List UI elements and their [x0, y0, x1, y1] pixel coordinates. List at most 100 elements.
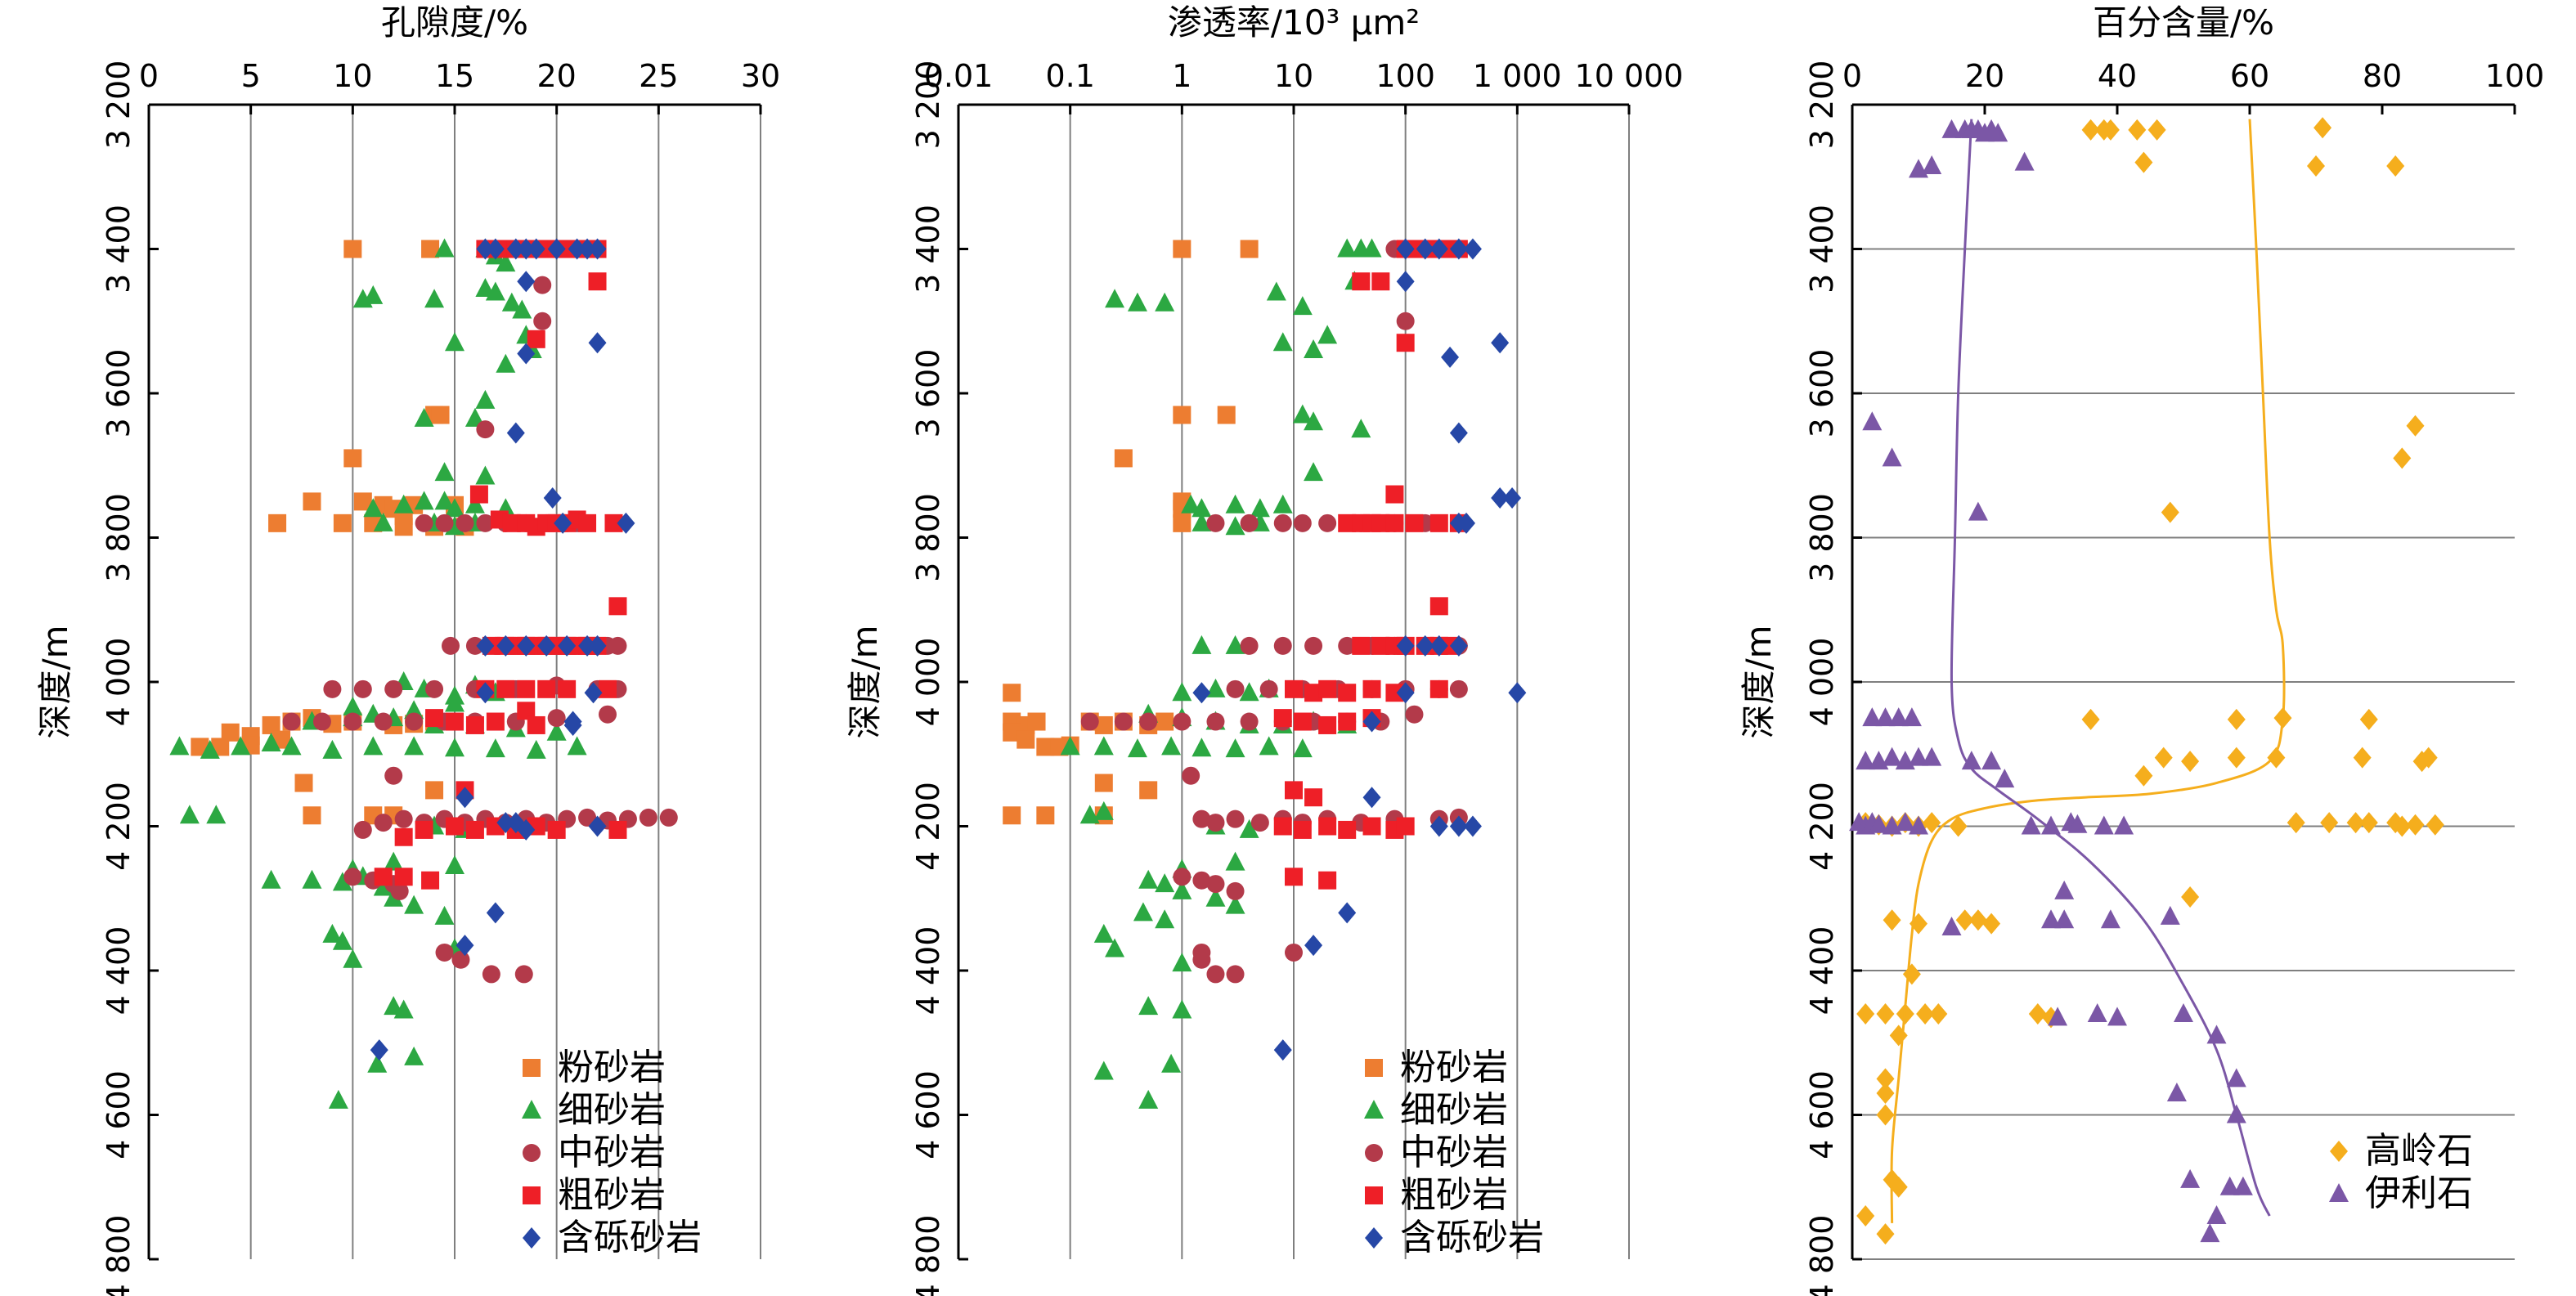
- data-point-medium-sandstone: [456, 513, 474, 532]
- data-point-fine-sandstone: [1127, 292, 1147, 312]
- data-point-pebbly-sandstone: [517, 635, 536, 657]
- data-point-pebbly-sandstone: [1429, 238, 1448, 260]
- y-tick-label: 3 800: [101, 493, 137, 582]
- data-point-fine-sandstone: [445, 693, 464, 712]
- data-point-pebbly-sandstone: [1304, 935, 1323, 957]
- data-point-fine-sandstone: [1250, 498, 1270, 518]
- data-point-illite: [2107, 1007, 2127, 1026]
- data-point-illite: [1981, 751, 2002, 770]
- data-point-siltstone: [1027, 712, 1046, 731]
- data-point-medium-sandstone: [1240, 513, 1259, 532]
- data-point-coarse-sandstone: [446, 712, 464, 731]
- data-point-siltstone: [394, 518, 413, 536]
- data-point-coarse-sandstone: [588, 272, 607, 291]
- data-point-illite: [1875, 707, 1896, 727]
- data-point-fine-sandstone: [1093, 736, 1114, 756]
- data-point-kaolinite: [2393, 815, 2412, 837]
- data-point-fine-sandstone: [1155, 292, 1175, 312]
- data-point-coarse-sandstone: [1304, 788, 1323, 807]
- data-point-kaolinite: [1982, 913, 2001, 935]
- data-point-kaolinite: [1876, 1104, 1895, 1126]
- data-point-kaolinite: [2181, 751, 2200, 773]
- data-point-kaolinite: [1916, 1002, 1935, 1025]
- data-point-fine-sandstone: [1225, 895, 1245, 914]
- legend-label: 粗砂岩: [558, 1174, 666, 1216]
- data-point-illite: [2200, 1223, 2220, 1243]
- data-point-pebbly-sandstone: [456, 787, 474, 809]
- data-point-kaolinite: [2147, 119, 2166, 141]
- data-point-kaolinite: [2386, 155, 2405, 177]
- y-tick-label: 3 600: [910, 349, 946, 438]
- data-point-medium-sandstone: [1240, 636, 1259, 655]
- data-point-fine-sandstone: [1351, 419, 1371, 438]
- data-point-kaolinite: [2161, 501, 2179, 523]
- data-point-fine-sandstone: [434, 462, 455, 482]
- legend-label: 中砂岩: [1400, 1132, 1508, 1173]
- data-point-fine-sandstone: [281, 736, 302, 756]
- data-point-fine-sandstone: [1225, 494, 1245, 513]
- data-point-illite: [2100, 909, 2120, 929]
- data-point-coarse-sandstone: [415, 820, 433, 839]
- data-point-illite: [1941, 119, 1962, 138]
- y-tick-label: 4 600: [101, 1070, 137, 1159]
- data-point-medium-sandstone: [415, 513, 433, 532]
- data-point-medium-sandstone: [547, 709, 566, 728]
- data-point-medium-sandstone: [1192, 871, 1211, 890]
- data-point-coarse-sandstone: [547, 820, 566, 839]
- data-point-coarse-sandstone: [1385, 485, 1404, 504]
- data-point-pebbly-sandstone: [517, 343, 536, 365]
- y-tick-label: 3 200: [101, 61, 137, 150]
- data-point-medium-sandstone: [1226, 965, 1245, 984]
- data-point-illite: [1968, 501, 1988, 521]
- data-point-pebbly-sandstone: [578, 635, 597, 657]
- y-tick-label: 4 400: [1804, 926, 1840, 1016]
- data-point-fine-sandstone: [1093, 923, 1114, 943]
- data-point-medium-sandstone: [1080, 712, 1099, 731]
- x-tick-label: 100: [1376, 58, 1435, 94]
- data-point-pebbly-sandstone: [517, 271, 536, 293]
- data-point-coarse-sandstone: [1318, 715, 1337, 734]
- data-point-medium-sandstone: [353, 820, 372, 839]
- data-point-kaolinite: [1923, 812, 1941, 834]
- y-tick-label: 4 000: [101, 638, 137, 727]
- data-point-kaolinite: [2128, 119, 2147, 141]
- data-point-kaolinite: [1889, 1176, 1908, 1198]
- data-point-kaolinite: [2359, 812, 2378, 834]
- data-point-siltstone: [1217, 406, 1236, 424]
- legend-label: 粗砂岩: [1400, 1174, 1508, 1216]
- data-point-medium-sandstone: [639, 808, 657, 827]
- data-point-pebbly-sandstone: [476, 682, 495, 704]
- data-point-illite: [1901, 707, 1922, 727]
- data-point-fine-sandstone: [414, 491, 434, 510]
- data-point-coarse-sandstone: [1352, 636, 1371, 655]
- data-point-illite: [2219, 1176, 2240, 1195]
- data-point-fine-sandstone: [261, 869, 281, 889]
- data-point-fine-sandstone: [1292, 404, 1313, 424]
- data-point-coarse-sandstone: [527, 330, 545, 348]
- data-point-medium-sandstone: [465, 636, 484, 655]
- data-point-medium-sandstone: [1273, 636, 1292, 655]
- data-point-fine-sandstone: [485, 738, 505, 758]
- data-point-illite: [2180, 1168, 2201, 1188]
- data-point-pebbly-sandstone: [1449, 815, 1468, 837]
- data-point-fine-sandstone: [1239, 682, 1259, 702]
- data-point-pebbly-sandstone: [1338, 902, 1357, 924]
- data-point-siltstone: [1240, 240, 1259, 258]
- data-point-coarse-sandstone: [1338, 820, 1357, 839]
- data-point-fine-sandstone: [1138, 1089, 1159, 1109]
- data-point-pebbly-sandstone: [554, 512, 572, 534]
- data-point-fine-sandstone: [1205, 678, 1226, 697]
- data-point-coarse-sandstone: [1396, 334, 1415, 352]
- data-point-fine-sandstone: [1304, 339, 1324, 359]
- data-point-fine-sandstone: [169, 736, 190, 756]
- legend-marker-siltstone: [1365, 1059, 1383, 1077]
- data-point-kaolinite: [1968, 909, 1987, 931]
- data-point-fine-sandstone: [434, 491, 455, 510]
- data-point-fine-sandstone: [328, 1089, 348, 1109]
- data-point-coarse-sandstone: [1385, 684, 1404, 702]
- data-point-fine-sandstone: [1093, 800, 1114, 820]
- y-axis-title: 深度/m: [845, 625, 885, 738]
- data-point-siltstone: [1003, 806, 1021, 825]
- data-point-kaolinite: [1876, 1068, 1895, 1090]
